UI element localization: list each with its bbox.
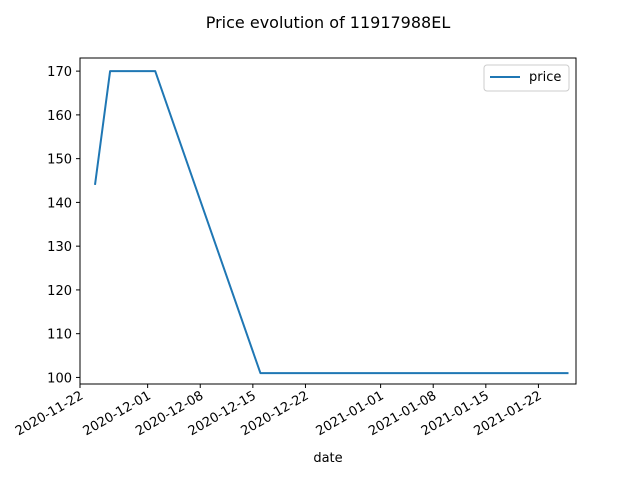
legend-box (483, 64, 570, 92)
y-tick-label: 120 (47, 284, 72, 299)
legend-label-price: price (529, 70, 561, 85)
series-layer (94, 70, 569, 375)
chart-title: Price evolution of 11917988EL (206, 13, 451, 32)
y-tick-label: 100 (47, 371, 72, 386)
legend: price (483, 64, 570, 92)
plot-area-frame (79, 57, 577, 385)
y-tick-label: 160 (47, 109, 72, 124)
y-tick-label: 140 (47, 196, 72, 211)
y-tick-label: 110 (47, 328, 72, 343)
y-tick-label: 170 (47, 65, 72, 80)
x-axis-label: date (313, 451, 342, 466)
y-tick-label: 130 (47, 240, 72, 255)
y-axis-ticks: 100 110 120 130 140 150 160 170 (47, 65, 80, 386)
y-tick-label: 150 (47, 153, 72, 168)
